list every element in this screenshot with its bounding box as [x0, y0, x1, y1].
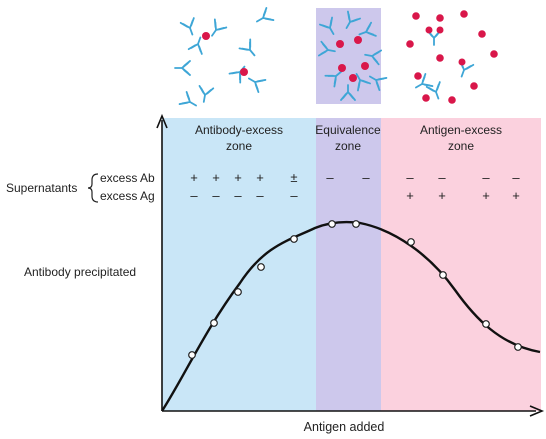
excess-ab-sign: –: [438, 170, 446, 185]
y-axis-arrow-icon: [156, 113, 168, 129]
antibody-excess-zone-subtitle: zone: [226, 139, 252, 153]
precipitation-curve: [160, 220, 541, 412]
excess-ab-sign: –: [406, 170, 414, 185]
data-point: [328, 220, 336, 228]
equivalence-zone-title: Equivalence: [315, 123, 381, 137]
equivalence-zone-subtitle: zone: [335, 139, 361, 153]
antibody-excess-zone-title: Antibody-excess: [195, 123, 283, 137]
excess-ab-sign: ±: [290, 170, 297, 185]
data-point: [210, 319, 218, 327]
curve-data-points: [188, 220, 522, 359]
excess-ab-sign: +: [256, 170, 264, 185]
excess-ab-sign: –: [512, 170, 520, 185]
excess-ag-sign: –: [212, 188, 220, 203]
excess-ag-sign: –: [290, 188, 298, 203]
equivalence-lattice-icon: [316, 8, 388, 104]
excess-ab-sign: –: [362, 170, 370, 185]
x-axis-arrow-icon: [529, 405, 545, 417]
excess-ag-sign: +: [438, 188, 446, 203]
y-axis-label: Antibody precipitated: [24, 265, 136, 279]
antigen-excess-zone-subtitle: zone: [448, 139, 474, 153]
excess-ab-label: excess Ab: [100, 171, 155, 185]
supernatants-label: Supernatants: [6, 181, 77, 195]
antigen-excess-complexes-icon: [406, 10, 498, 104]
excess-ab-sign: +: [234, 170, 242, 185]
excess-ag-sign: –: [234, 188, 242, 203]
excess-ag-sign: +: [482, 188, 490, 203]
excess-ag-sign: –: [256, 188, 264, 203]
antibody-excess-zone-bg: [162, 118, 316, 411]
x-axis-label: Antigen added: [304, 420, 385, 434]
excess-ab-sign: +: [212, 170, 220, 185]
antigen-excess-zone-title: Antigen-excess: [420, 123, 502, 137]
data-point: [439, 271, 447, 279]
data-point: [407, 238, 415, 246]
excess-ab-sign: –: [326, 170, 334, 185]
excess-ab-sign: +: [190, 170, 198, 185]
excess-ab-sign: –: [482, 170, 490, 185]
antigen-excess-zone-bg: [381, 118, 541, 411]
excess-ag-signs: – – – – – + + + +: [190, 188, 519, 203]
data-point: [234, 288, 242, 296]
data-point: [290, 235, 298, 243]
data-point: [514, 343, 522, 351]
data-point: [188, 351, 196, 359]
equivalence-zone-bg: [316, 118, 381, 411]
excess-ag-label: excess Ag: [100, 189, 155, 203]
brace-icon: [87, 173, 99, 203]
antibody-excess-complexes-icon: [174, 7, 275, 113]
data-point: [482, 320, 490, 328]
excess-ag-sign: –: [190, 188, 198, 203]
excess-ag-sign: +: [512, 188, 520, 203]
data-point: [352, 220, 360, 228]
data-point: [257, 263, 265, 271]
excess-ab-signs: + + + + ± – – – – – –: [190, 170, 520, 185]
excess-ag-sign: +: [406, 188, 414, 203]
